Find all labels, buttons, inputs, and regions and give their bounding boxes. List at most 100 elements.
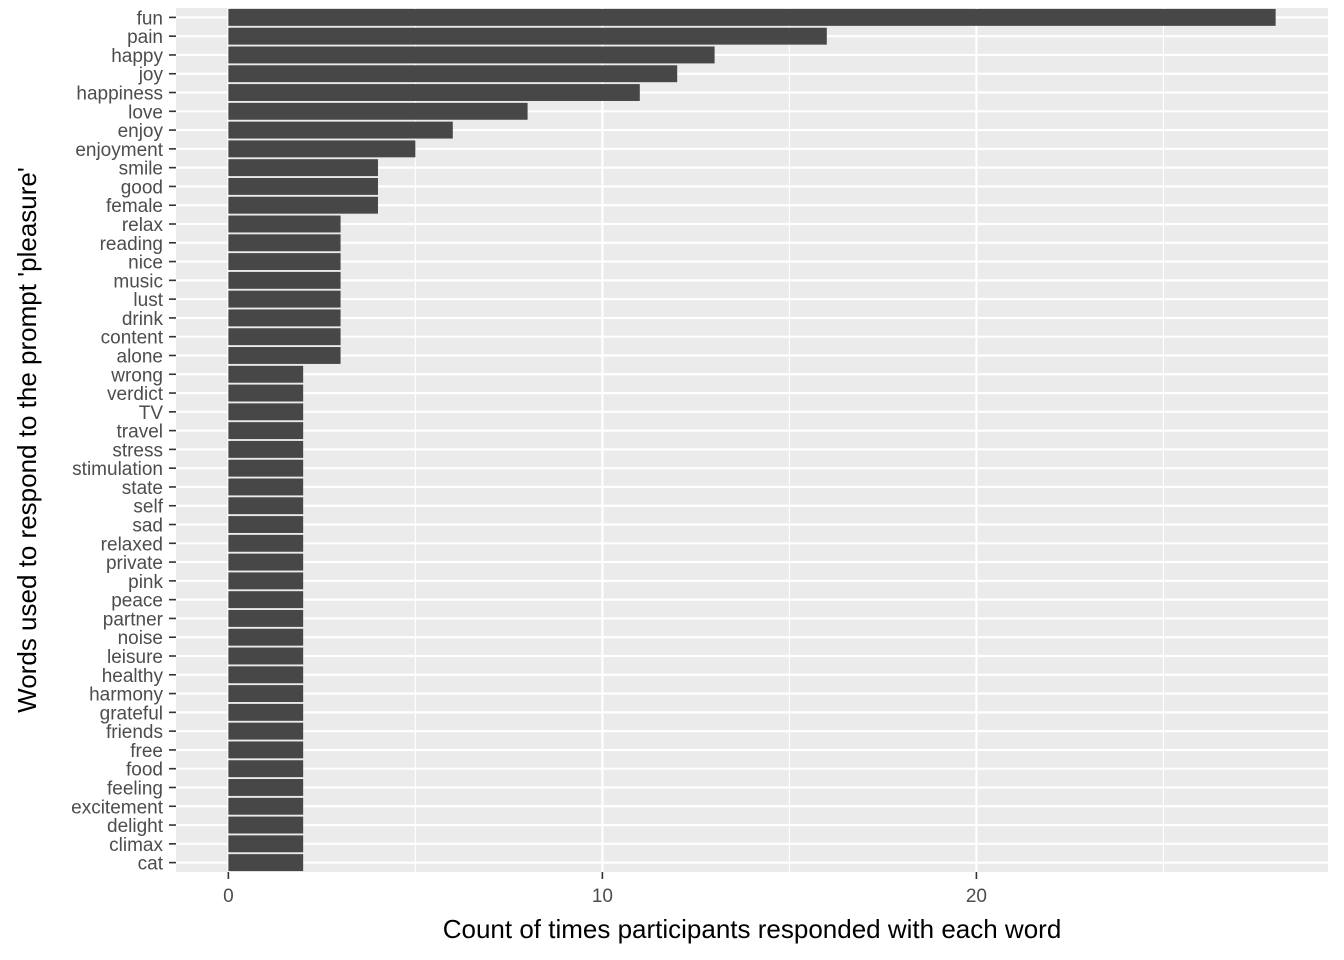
bar-healthy	[228, 666, 304, 684]
y-axis-title: Words used to respond to the prompt 'ple…	[12, 167, 42, 713]
y-tick-label: enjoy	[118, 121, 164, 142]
bar-harmony	[228, 685, 304, 703]
y-tick-label: smile	[119, 159, 163, 180]
bar-travel	[228, 422, 304, 440]
y-tick-label: fun	[137, 8, 163, 29]
bar-smile	[228, 159, 378, 177]
y-tick-label: joy	[138, 65, 164, 86]
bar-alone	[228, 347, 341, 364]
bar-drink	[228, 309, 341, 327]
x-tick-label: 0	[223, 886, 234, 907]
bar-music	[228, 271, 341, 289]
bar-wrong	[228, 365, 304, 383]
bar-state	[228, 478, 304, 496]
y-tick-label: pain	[127, 27, 163, 48]
y-tick-label: relaxed	[101, 534, 163, 555]
y-tick-label: stress	[112, 440, 163, 461]
y-tick-label: travel	[117, 422, 163, 443]
bar-nice	[228, 253, 341, 271]
bar-female	[228, 196, 378, 214]
y-tick-label: partner	[103, 609, 164, 630]
y-tick-label: peace	[111, 591, 163, 612]
y-tick-label: self	[133, 497, 163, 518]
y-tick-label: pink	[128, 572, 163, 593]
y-tick-label: music	[113, 271, 163, 292]
y-tick-label: private	[106, 553, 163, 574]
bar-stress	[228, 440, 304, 458]
bar-feeling	[228, 779, 304, 796]
y-tick-label: noise	[118, 628, 163, 649]
bar-partner	[228, 609, 304, 627]
bar-delight	[228, 816, 304, 834]
y-tick-label: healthy	[102, 666, 164, 687]
y-tick-label: sad	[132, 516, 163, 537]
y-tick-label: nice	[128, 253, 163, 274]
bar-excitement	[228, 797, 304, 815]
bar-happy	[228, 46, 715, 64]
y-tick-label: grateful	[100, 703, 163, 724]
bar-sad	[228, 516, 304, 533]
y-tick-label: wrong	[110, 365, 163, 386]
y-tick-label: alone	[117, 346, 164, 367]
y-tick-label: leisure	[107, 647, 163, 668]
y-tick-label: delight	[107, 816, 164, 837]
bar-self	[228, 497, 304, 515]
x-axis: 0 10 20	[223, 872, 987, 907]
bar-friends	[228, 722, 304, 740]
y-tick-label: good	[121, 177, 163, 198]
bar-relaxed	[228, 534, 304, 552]
bar-free	[228, 741, 304, 759]
y-tick-label: content	[101, 328, 164, 349]
y-tick-label: friends	[106, 722, 163, 743]
bar-pink	[228, 572, 304, 590]
bar-climax	[228, 835, 304, 853]
y-tick-label: food	[126, 760, 163, 781]
bar-grateful	[228, 703, 304, 721]
y-tick-label: cat	[138, 854, 164, 875]
bar-food	[228, 760, 304, 778]
x-tick-label: 20	[966, 886, 987, 907]
bar-lust	[228, 290, 341, 308]
y-tick-label: happiness	[76, 84, 163, 105]
bar-joy	[228, 65, 678, 83]
bar-peace	[228, 591, 304, 609]
bar-tv	[228, 403, 304, 421]
bar-stimulation	[228, 459, 304, 477]
x-tick-label: 10	[592, 886, 613, 907]
bar-noise	[228, 628, 304, 646]
bar-love	[228, 102, 528, 120]
bar-leisure	[228, 647, 304, 665]
bar-relax	[228, 215, 341, 233]
bars	[228, 8, 1276, 872]
y-tick-label: excitement	[71, 797, 164, 818]
y-tick-label: female	[106, 196, 163, 217]
y-tick-label: stimulation	[72, 459, 163, 480]
y-tick-label: relax	[122, 215, 164, 236]
bar-verdict	[228, 384, 304, 402]
y-tick-label: lust	[133, 290, 163, 311]
bar-cat	[228, 854, 304, 872]
bar-happiness	[228, 84, 640, 101]
bar-enjoyment	[228, 140, 416, 158]
bar-pain	[228, 27, 827, 45]
y-tick-label: harmony	[89, 685, 163, 706]
y-tick-label: free	[130, 741, 163, 762]
bar-enjoy	[228, 121, 453, 139]
y-tick-label: state	[122, 478, 163, 499]
y-tick-label: climax	[109, 835, 163, 856]
y-tick-label: feeling	[107, 778, 163, 799]
y-tick-label: love	[128, 102, 163, 123]
bar-good	[228, 177, 378, 195]
y-tick-label: drink	[122, 309, 164, 330]
bar-reading	[228, 234, 341, 252]
bar-private	[228, 553, 304, 571]
y-tick-label: TV	[139, 403, 164, 424]
bar-fun	[228, 8, 1276, 26]
y-tick-label: happy	[111, 46, 163, 67]
x-axis-title: Count of times participants responded wi…	[443, 914, 1062, 944]
y-tick-label: verdict	[107, 384, 164, 405]
y-tick-label: reading	[100, 234, 163, 255]
y-tick-label: enjoyment	[75, 140, 163, 161]
bar-content	[228, 328, 341, 346]
